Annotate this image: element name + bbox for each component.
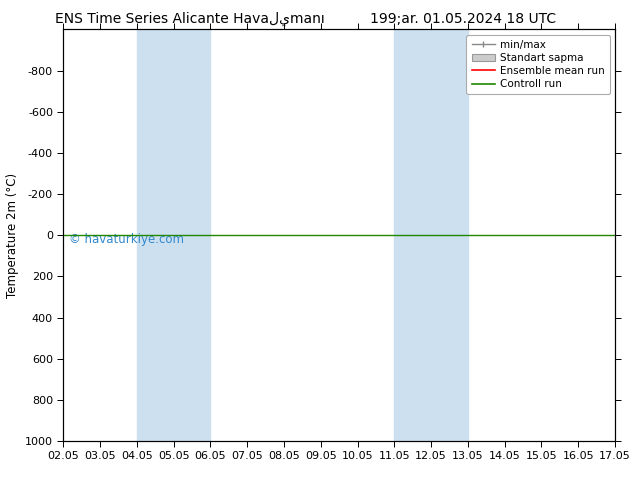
Y-axis label: Temperature 2m (°C): Temperature 2m (°C) xyxy=(6,172,20,298)
Text: ENS Time Series Alicante Havaليmanı: ENS Time Series Alicante Havaليmanı xyxy=(55,12,325,26)
Bar xyxy=(137,29,210,441)
Text: 199;ar. 01.05.2024 18 UTC: 199;ar. 01.05.2024 18 UTC xyxy=(370,12,556,26)
Text: © havaturkiye.com: © havaturkiye.com xyxy=(69,233,184,246)
Legend: min/max, Standart sapma, Ensemble mean run, Controll run: min/max, Standart sapma, Ensemble mean r… xyxy=(467,35,610,95)
Bar xyxy=(394,29,468,441)
